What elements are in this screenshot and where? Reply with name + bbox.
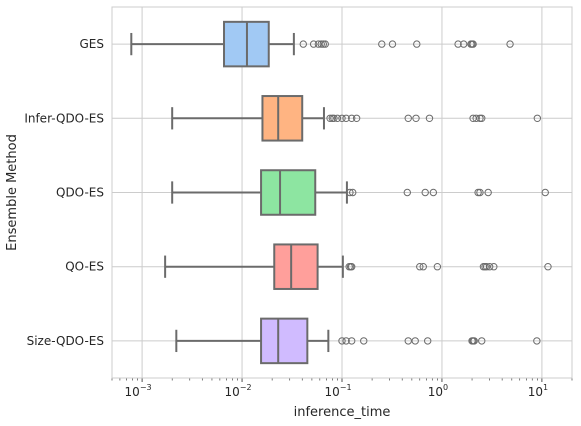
outlier-point [423, 337, 432, 345]
outlier-point [478, 337, 486, 345]
outlier-point [478, 114, 486, 123]
outlier-point [319, 40, 327, 48]
iqr-box [261, 95, 304, 142]
x-tick-label: 10−1 [324, 383, 351, 399]
outlier-point [433, 263, 442, 271]
iqr-box [273, 243, 319, 290]
outlier-point [349, 188, 357, 197]
plot-frame [111, 6, 573, 379]
outlier-point [403, 188, 411, 197]
x-tick-label: 10−2 [225, 383, 252, 399]
x-tick-label: 10−3 [125, 383, 152, 399]
outlier-point [347, 337, 356, 345]
outlier-point [330, 114, 338, 123]
outlier-point [314, 40, 323, 48]
outlier-point [533, 114, 542, 123]
y-tick-label: QDO-ES [56, 186, 104, 200]
outlier-point [429, 188, 438, 197]
outlier-point [338, 114, 346, 123]
y-tick-label: QO-ES [65, 260, 104, 274]
outlier-point [454, 40, 462, 48]
outlier-point [421, 188, 429, 197]
x-axis-label: inference_time [294, 405, 391, 420]
outlier-point [425, 114, 434, 123]
outlier-point [342, 114, 350, 123]
outlier-point [476, 188, 484, 197]
outlier-point [347, 114, 356, 123]
outlier-point [404, 114, 412, 123]
outlier-point [484, 188, 492, 197]
y-tick-label: GES [80, 37, 105, 51]
outlier-point [326, 114, 334, 123]
outlier-point [342, 337, 350, 345]
outlier-point [360, 337, 368, 345]
iqr-box [260, 169, 317, 216]
outlier-point [299, 40, 307, 48]
box-infer-qdo-es [171, 95, 542, 142]
outlier-point [472, 114, 480, 123]
x-tick-label: 100 [428, 383, 448, 399]
outlier-point [469, 40, 477, 48]
outlier-point [544, 263, 552, 271]
y-tick-label: Size-QDO-ES [27, 334, 104, 348]
outlier-point [317, 40, 325, 48]
iqr-box [260, 317, 309, 365]
box-size-qdo-es [175, 317, 541, 365]
outlier-point [347, 263, 356, 271]
x-tick-label: 101 [528, 383, 548, 399]
y-tick-label: Infer-QDO-ES [24, 111, 104, 125]
outlier-point [490, 263, 498, 271]
outlier-point [413, 40, 421, 48]
outlier-point [485, 263, 494, 271]
outlier-point [416, 263, 424, 271]
outlier-point [346, 188, 354, 197]
outlier-point [411, 337, 419, 345]
outlier-point [352, 114, 361, 123]
outlier-point [419, 263, 427, 271]
axes: 10−3 10−2 10−1 100 101 GES Infer-QDO-ES QDO-ES Q… [24, 37, 573, 399]
outlier-point [321, 40, 329, 48]
box-qdo-es [171, 169, 549, 216]
outlier-point [338, 337, 346, 345]
outlier-point [404, 337, 412, 345]
outlier-point [459, 40, 468, 48]
outlier-point [388, 40, 397, 48]
outlier-point [482, 263, 491, 271]
box-qo-es [164, 243, 552, 290]
y-axis-label: Ensemble Method [5, 134, 20, 251]
outlier-point [541, 188, 549, 197]
box-series [130, 20, 552, 365]
outlier-point [378, 40, 386, 48]
outlier-point [533, 337, 541, 345]
outlier-point [333, 114, 342, 123]
outlier-point [309, 40, 318, 48]
outlier-point [412, 114, 420, 123]
box-ges [130, 20, 514, 68]
outlier-point [470, 337, 478, 345]
outlier-point [506, 40, 514, 48]
